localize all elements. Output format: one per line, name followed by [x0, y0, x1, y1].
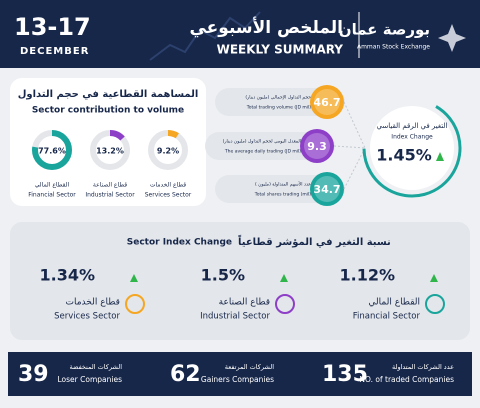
donut-label: 9.2% [157, 147, 179, 156]
date: 13-17 [14, 13, 91, 41]
sector-en: Industrial Sector [200, 312, 270, 322]
footer-ar: الشركات المرتفعة [225, 363, 274, 371]
header-deco [149, 11, 261, 61]
sector-index-title-ar: نسبة التغير في المؤشر قطاعياً [238, 234, 391, 248]
sector-name-ar: قطاع الخدمات [150, 182, 186, 189]
stat-value: 46.7 [313, 96, 340, 109]
sector-ar: قطاع الصناعة [219, 298, 270, 308]
sector-change-value: 1.12% [339, 266, 395, 285]
stat-label-en: Total shares trading (mil) [254, 192, 311, 198]
donut-arc [148, 130, 188, 170]
sector-ar: قطاع الخدمات [66, 298, 120, 308]
stat-inner [314, 89, 340, 115]
donut-label: 77.6% [38, 147, 66, 156]
donut-label: 13.2% [96, 147, 124, 156]
sector-name-ar: قطاع الصناعة [93, 182, 127, 189]
sector-name-en: Services Sector [145, 192, 192, 199]
sector-name-en: Financial Sector [28, 192, 76, 199]
index-label-en: Index Change [391, 134, 433, 141]
sector-name-ar: القطاع المالي [35, 182, 70, 189]
header-bar [0, 0, 480, 68]
footer-en: NO. of traded Companies [359, 375, 454, 384]
stat-connector [333, 145, 366, 149]
sector-en: Financial Sector [353, 312, 421, 322]
sector-items: 1.34% قطاع الخدمات Services Sector 1.5% قطاع… [39, 266, 445, 322]
stat-connector [343, 101, 366, 149]
sector-index-title-en: Sector Index Change [127, 238, 232, 248]
logo-ar: بورصة عمان [339, 21, 430, 39]
logo-en: Amman Stock Exchange [357, 44, 430, 51]
sector-icon [425, 294, 445, 314]
index-circle [370, 106, 454, 190]
stat-label-ar: حجم التداول الإجمالي (مليون دينار) [245, 95, 311, 101]
footer-value: 62 [170, 362, 201, 387]
title-en: WEEKLY SUMMARY [217, 43, 344, 57]
stat-label-en: Total trading volume (JD mil) [246, 105, 312, 111]
up-arrow [430, 274, 438, 282]
contribution-title-ar: المساهمة القطاعية في حجم التداول [18, 89, 199, 100]
footer-en: Loser Companies [58, 375, 123, 384]
index-ring [362, 98, 462, 198]
sector-change-value: 1.34% [39, 266, 95, 285]
footer-ar: عدد الشركات المتداولة [392, 363, 454, 371]
month: DECEMBER [20, 46, 89, 57]
sector-ar: القطاع المالي [368, 298, 420, 308]
stat-value: 34.7 [313, 183, 340, 196]
stat-circle [300, 129, 334, 163]
stat-label-ar: المعدل اليومي لحجم التداول (مليون دينار) [223, 139, 301, 145]
up-arrow [436, 152, 444, 161]
footer-items: 39 الشركات المنخفضة Loser Companies 62 الشرك… [18, 362, 454, 387]
donut-center [39, 137, 65, 163]
stat-label-ar: عدد الأسهم المتداولة (مليون ) [255, 181, 311, 188]
donut-arc [32, 130, 72, 170]
stat-inner [314, 176, 340, 202]
sector-index-card [10, 222, 470, 340]
footer-value: 135 [322, 362, 368, 387]
donut-center [155, 137, 181, 163]
sector-icon [275, 294, 295, 314]
title-ar: الملخص الأسبوعي [189, 17, 343, 38]
sector-icon [125, 294, 145, 314]
donut-arc [90, 130, 130, 170]
donuts: 9.2% قطاع الخدمات Services Sector 13.2% قطاع… [28, 130, 192, 199]
stat-circle [310, 172, 344, 206]
stat-label-en: The average daily trading (JD mil) [224, 149, 301, 155]
up-arrow [280, 274, 288, 282]
footer-en: Gainers Companies [201, 375, 274, 384]
stats: حجم التداول الإجمالي (مليون دينار) Total … [205, 85, 366, 206]
up-arrow [130, 274, 138, 282]
footer-bar [8, 352, 472, 396]
index-label-ar: التغير في الرقم القياسي [377, 122, 448, 130]
stat-value: 9.3 [307, 140, 327, 153]
index-value: 1.45% [376, 146, 432, 165]
sector-change-value: 1.5% [201, 266, 245, 285]
sector-name-en: Industrial Sector [85, 192, 135, 199]
contribution-title-en: Sector contribution to volume [32, 106, 184, 116]
footer-value: 39 [18, 362, 49, 387]
donut-center [97, 137, 123, 163]
footer-ar: الشركات المنخفضة [69, 363, 122, 371]
stat-inner [304, 133, 330, 159]
stat-circle [310, 85, 344, 119]
sector-en: Services Sector [54, 312, 120, 322]
logo-star [438, 24, 466, 52]
